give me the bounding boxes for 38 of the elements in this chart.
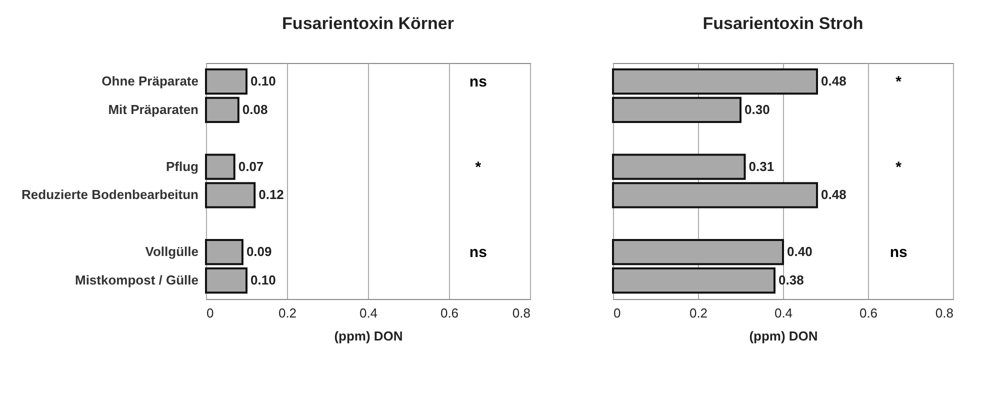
x-tick-label: 0.8	[935, 306, 954, 320]
chart-title: Fusarientoxin Körner	[282, 14, 454, 33]
x-axis-title: (ppm) DON	[749, 328, 818, 344]
annotation: *	[896, 73, 902, 90]
data-label: 0.38	[778, 272, 804, 288]
data-label: 0.12	[258, 187, 284, 202]
y-tick-label: Pflug	[166, 158, 199, 174]
x-tick-label: 0	[614, 306, 621, 320]
annotation: *	[896, 158, 902, 176]
annotation: ns	[469, 244, 487, 262]
y-tick-label: Mistkompost / Gülle	[74, 272, 198, 288]
x-tick-label: 0.4	[774, 306, 793, 320]
x-tick-label: 0.6	[440, 306, 459, 320]
annotation: ns	[890, 244, 908, 262]
y-tick-label: Reduzierte Bodenbearbeitun	[22, 187, 199, 202]
y-tick-label: Vollgülle	[145, 244, 198, 260]
data-label: 0.10	[250, 73, 276, 88]
x-axis-title: (ppm) DON	[334, 328, 403, 344]
chart-title: Fusarientoxin Stroh	[702, 14, 864, 33]
y-tick-label: Ohne Präparate	[102, 73, 198, 88]
data-label: 0.09	[246, 244, 272, 260]
data-label: 0.48	[821, 187, 846, 202]
data-label: 0.30	[744, 102, 770, 117]
data-label: 0.10	[250, 272, 276, 288]
y-tick-label: Mit Präparaten	[108, 102, 199, 117]
data-label: 0.48	[821, 73, 846, 88]
x-tick-label: 0.2	[278, 306, 297, 320]
data-label: 0.07	[238, 158, 264, 174]
x-tick-label: 0.8	[512, 306, 530, 320]
annotation: *	[475, 158, 482, 176]
annotation: ns	[469, 73, 487, 90]
x-tick-label: 0.4	[359, 306, 378, 320]
x-tick-label: 0.2	[689, 306, 708, 320]
x-tick-label: 0.6	[859, 306, 878, 320]
data-label: 0.31	[748, 158, 774, 174]
data-label: 0.08	[242, 102, 268, 117]
data-label: 0.40	[787, 244, 812, 260]
x-tick-label: 0	[206, 306, 214, 320]
